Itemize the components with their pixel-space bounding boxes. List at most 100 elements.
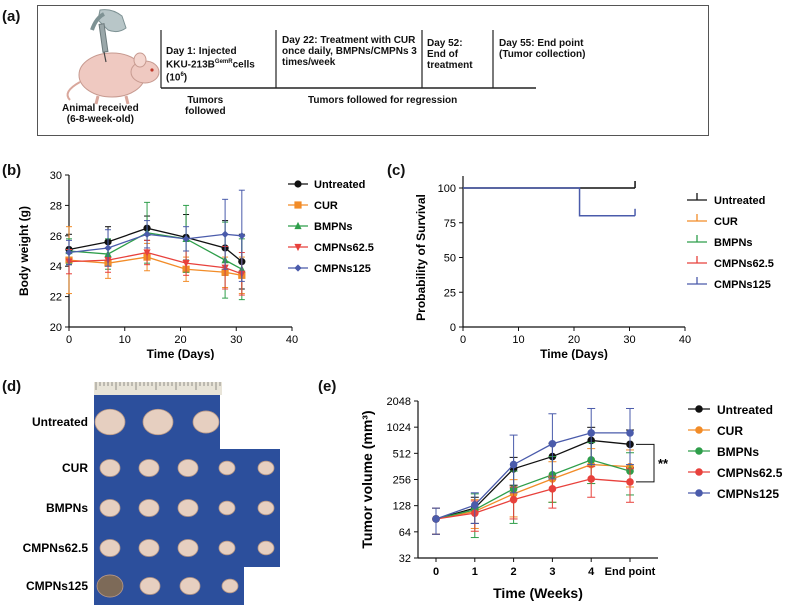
data-point	[626, 478, 634, 486]
x-tick-label: 20	[568, 334, 580, 346]
y-tick-label: 0	[450, 322, 456, 334]
tumor-photo-panel: Untreated CUR BMPNs CMPNs62.5 CMPNs125	[0, 380, 290, 607]
legend-label: Untreated	[717, 403, 773, 417]
legend-label: CMPNs62.5	[717, 466, 783, 480]
survival-chart: 0 25 50 75 100 0 10 20 30 40 Time (Days) Probabilit…	[414, 176, 774, 360]
legend-label: BMPNs	[714, 237, 753, 249]
tumor-sample	[138, 499, 160, 517]
data-point	[548, 439, 557, 448]
tumor-sample	[99, 539, 121, 557]
legend-label: Untreated	[714, 195, 765, 207]
y-tick-label: 28	[50, 200, 62, 212]
tumor-sample	[179, 577, 201, 595]
legend-label: CMPNs125	[717, 487, 779, 501]
tumors-followed-label: Tumors followed	[185, 95, 226, 117]
data-point	[587, 429, 595, 437]
tumor-row-label: BMPNs	[46, 501, 88, 515]
tumor-sample	[218, 460, 236, 476]
tumor-row-label: Untreated	[32, 415, 88, 429]
day1-close: )	[183, 72, 188, 84]
series-CMPNs125	[432, 407, 634, 535]
y-axis-label: Tumor volume (mm³)	[359, 410, 375, 548]
x-tick-label: 30	[230, 334, 242, 346]
x-tick-label: 20	[174, 334, 186, 346]
legend-marker	[695, 405, 703, 413]
y-tick-label: 2048	[387, 396, 411, 408]
series-line	[435, 463, 631, 520]
series-line	[68, 251, 243, 275]
survival-line-CMPNs125	[463, 187, 636, 217]
x-tick-label: 0	[460, 334, 466, 346]
legend-label: CUR	[314, 200, 338, 212]
data-point	[65, 248, 73, 257]
tumor-sample	[138, 539, 160, 557]
series-line	[435, 439, 631, 520]
y-tick-label: 22	[50, 292, 62, 304]
series-Untreated	[432, 426, 634, 535]
tumor-sample	[218, 500, 236, 516]
y-tick-label: 100	[438, 183, 456, 195]
tumor-sample	[218, 540, 236, 556]
legend-marker	[294, 264, 302, 272]
x-axis-label: Time (Days)	[540, 347, 608, 360]
significance-bracket	[636, 443, 655, 483]
panel-c-label: (c)	[387, 162, 406, 179]
data-point	[432, 515, 440, 523]
tumor-volume-chart: 32 64 128 256 512 1024 2048 0 1 2 3 4 End point Time …	[359, 396, 783, 601]
data-point	[182, 260, 190, 268]
x-tick-label: 10	[512, 334, 524, 346]
data-point	[626, 429, 634, 437]
significance-label: **	[658, 456, 669, 471]
y-axis-label: Body weight (g)	[17, 206, 31, 296]
x-tick-label: 2	[511, 566, 517, 578]
tumors-regression-label: Tumors followed for regression	[308, 95, 458, 106]
legend-marker	[294, 243, 302, 252]
panel-e-label: (e)	[318, 378, 337, 395]
series-CMPNs62.5	[432, 466, 634, 535]
data-point	[143, 249, 151, 257]
legend-marker	[695, 426, 703, 434]
tumor-sample	[138, 459, 160, 477]
mouse-illustration	[66, 52, 160, 105]
series-CUR	[432, 448, 634, 535]
timeline-box	[37, 5, 709, 136]
x-axis-label: Time (Weeks)	[493, 585, 583, 601]
tumor-sample	[192, 410, 220, 434]
animal-received-label: Animal received (6-8-week-old)	[62, 103, 139, 125]
tumor-sample	[99, 459, 121, 477]
legend-label: Untreated	[314, 179, 365, 191]
y-tick-label: 64	[399, 527, 411, 539]
legend-label: CUR	[717, 424, 743, 438]
tumor-sample	[99, 499, 121, 517]
tumor-sample	[177, 499, 199, 517]
series-BMPNs	[65, 201, 246, 301]
legend-marker	[294, 180, 302, 188]
tumor-sample	[221, 578, 239, 594]
data-point	[471, 501, 479, 509]
tumor-row-label: CUR	[62, 461, 88, 475]
ruler	[94, 382, 222, 395]
y-tick-label: 24	[50, 261, 62, 273]
data-point	[238, 232, 246, 240]
tumor-row-label: CMPNs62.5	[23, 541, 89, 555]
series-CMPNs62.5	[65, 239, 246, 296]
series-CMPNs125	[65, 189, 246, 282]
y-tick-label: 26	[50, 231, 62, 243]
day1-prefix: Day 1: Injected KKU-213B	[166, 46, 237, 71]
data-point	[104, 244, 112, 252]
tumor-sample	[139, 577, 161, 595]
legend-marker	[695, 489, 703, 497]
legend-marker	[294, 221, 302, 230]
tumor-sample	[257, 460, 275, 476]
tumor-sample	[94, 408, 126, 436]
data-point	[509, 460, 518, 469]
legend-label: CMPNs125	[314, 263, 371, 275]
timeline-graphics	[66, 9, 536, 105]
tumor-sample	[177, 539, 199, 557]
y-tick-label: 50	[444, 253, 456, 265]
y-tick-label: 75	[444, 218, 456, 230]
legend-label: CUR	[714, 216, 738, 228]
legend-label: BMPNs	[314, 221, 353, 233]
tumor-sample	[257, 500, 275, 516]
series-line	[435, 478, 631, 520]
